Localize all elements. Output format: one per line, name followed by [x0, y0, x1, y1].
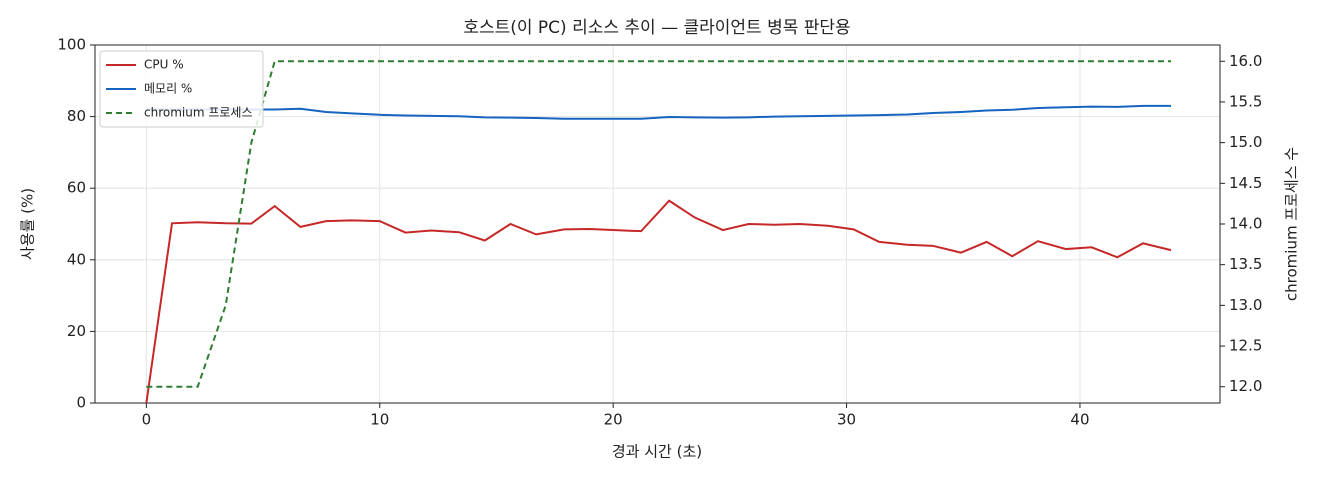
y-tick-label: 80 [67, 107, 86, 125]
y-tick-label: 20 [67, 322, 86, 340]
y2-tick-label: 14.0 [1229, 215, 1262, 233]
y-axis-label: 사용률 (%) [19, 188, 37, 260]
y-tick-label: 40 [67, 250, 86, 268]
plot-frame [94, 44, 1221, 404]
legend-label: chromium 프로세스 [144, 106, 253, 120]
x-tick-label: 0 [142, 411, 152, 429]
series-line [146, 60, 1171, 388]
y-tick-label: 100 [57, 36, 86, 54]
y2-tick-label: 13.0 [1229, 296, 1262, 314]
y2-tick-label: 13.5 [1229, 255, 1262, 273]
y-tick-label: 60 [67, 179, 86, 197]
legend-label: 메모리 % [144, 82, 192, 96]
chart-title: 호스트(이 PC) 리소스 추이 — 클라이언트 병목 판단용 [463, 18, 850, 38]
x-axis-label: 경과 시간 (초) [612, 443, 702, 461]
y2-axis-label: chromium 프로세스 수 [1283, 147, 1301, 301]
series-line [145, 199, 1172, 404]
y2-tick-label: 12.0 [1229, 377, 1262, 395]
y2-tick-label: 16.0 [1229, 52, 1262, 70]
y2-tick-label: 14.5 [1229, 174, 1262, 192]
legend-label: CPU % [144, 58, 184, 72]
y2-tick-label: 12.5 [1229, 337, 1262, 355]
x-tick-label: 10 [370, 411, 389, 429]
y-tick-label: 0 [76, 394, 86, 412]
x-tick-label: 30 [837, 411, 856, 429]
series-line [146, 104, 1171, 120]
legend-box [99, 50, 264, 128]
x-tick-label: 20 [604, 411, 623, 429]
y2-tick-label: 15.0 [1229, 133, 1262, 151]
y2-tick-label: 15.5 [1229, 92, 1262, 110]
x-tick-label: 40 [1070, 411, 1089, 429]
